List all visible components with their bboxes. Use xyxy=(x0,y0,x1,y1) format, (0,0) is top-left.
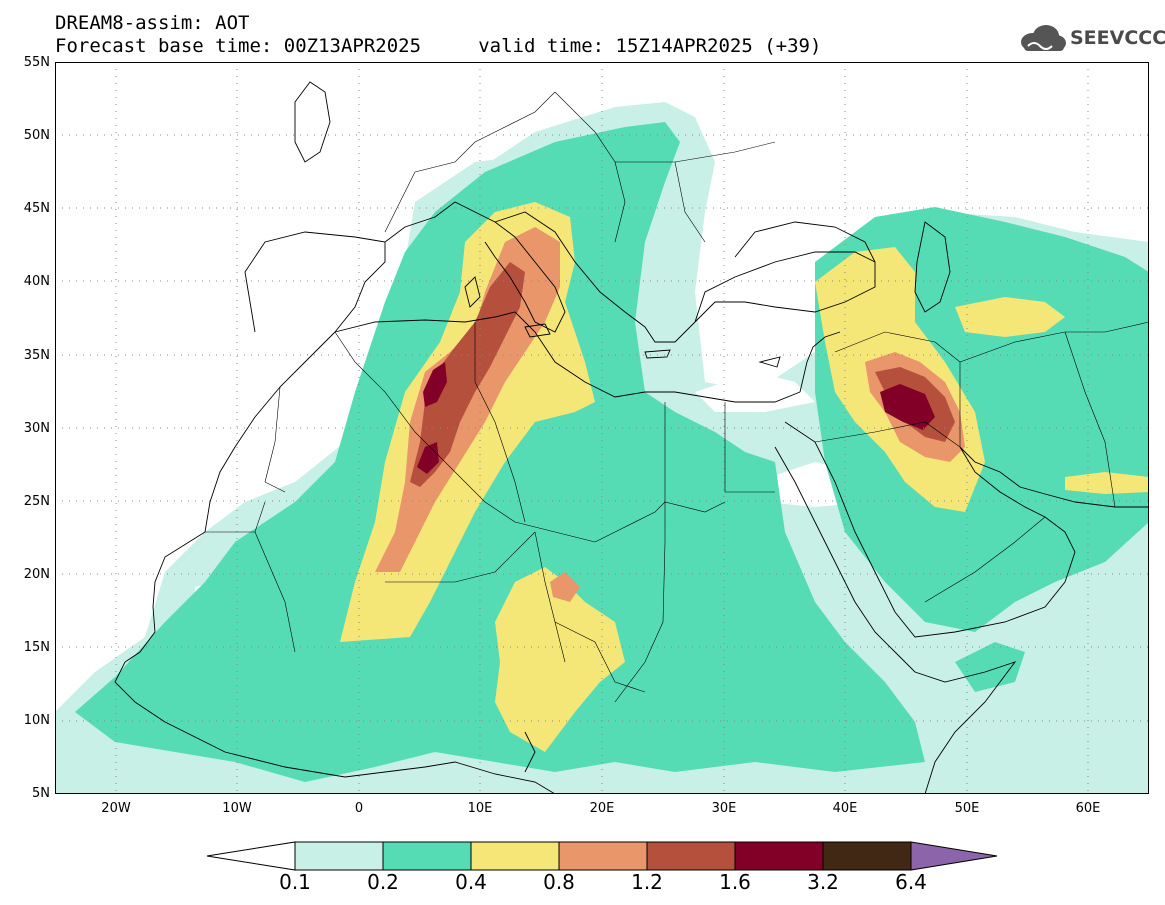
colorbar-label-3-2: 3.2 xyxy=(807,870,839,894)
cloud-logo-icon xyxy=(1021,25,1066,51)
map-frame xyxy=(55,62,1149,794)
coastlines xyxy=(114,81,1149,794)
lon-tick-10e: 10E xyxy=(467,801,493,816)
aot-colorbar xyxy=(206,841,998,871)
colorbar-segment-0-2 xyxy=(382,841,472,871)
colorbar-segment-above-6-4 xyxy=(910,841,998,871)
forecast-time-info: Forecast base time: 00Z13APR2025 valid t… xyxy=(55,35,822,57)
lon-tick-30e: 30E xyxy=(711,801,737,816)
colorbar-label-0-4: 0.4 xyxy=(455,870,487,894)
colorbar-label-0-8: 0.8 xyxy=(543,870,575,894)
colorbar-label-6-4: 6.4 xyxy=(895,870,927,894)
colorbar-segment-1-2 xyxy=(646,841,736,871)
logo-text: SEEVCCC xyxy=(1070,27,1165,49)
lat-tick-25n: 25N xyxy=(23,494,50,509)
lon-tick-10w: 10W xyxy=(222,801,252,816)
lat-tick-10n: 10N xyxy=(23,713,50,728)
aot-level-1-6 xyxy=(417,362,935,474)
seevccc-logo: SEEVCCC xyxy=(1018,22,1165,56)
aot-map xyxy=(55,62,1149,794)
lon-tick-40e: 40E xyxy=(832,801,858,816)
lon-tick-0: 0 xyxy=(354,801,364,816)
lon-tick-20e: 20E xyxy=(589,801,615,816)
lon-tick-50e: 50E xyxy=(954,801,980,816)
lat-tick-35n: 35N xyxy=(23,348,50,363)
lon-tick-60e: 60E xyxy=(1075,801,1101,816)
lon-tick-20w: 20W xyxy=(101,801,131,816)
graticule xyxy=(55,62,1149,794)
colorbar-segment-0-1 xyxy=(294,841,384,871)
map-title: DREAM8-assim: AOT xyxy=(55,12,250,34)
colorbar-label-0-1: 0.1 xyxy=(279,870,311,894)
colorbar-segment-1-6 xyxy=(734,841,824,871)
lat-tick-15n: 15N xyxy=(23,640,50,655)
lat-tick-50n: 50N xyxy=(23,128,50,143)
lat-tick-45n: 45N xyxy=(23,201,50,216)
lat-tick-5n: 5N xyxy=(32,786,50,801)
colorbar-label-0-2: 0.2 xyxy=(367,870,399,894)
colorbar-segment-below-0-1 xyxy=(206,841,296,871)
colorbar-label-1-6: 1.6 xyxy=(719,870,751,894)
country-borders xyxy=(205,91,1149,703)
lat-tick-55n: 55N xyxy=(23,55,50,70)
colorbar-segment-3-2 xyxy=(822,841,912,871)
colorbar-segment-0-8 xyxy=(558,841,648,871)
lat-tick-30n: 30N xyxy=(23,421,50,436)
colorbar-segment-0-4 xyxy=(470,841,560,871)
colorbar-label-1-2: 1.2 xyxy=(631,870,663,894)
lat-tick-40n: 40N xyxy=(23,274,50,289)
lat-tick-20n: 20N xyxy=(23,567,50,582)
